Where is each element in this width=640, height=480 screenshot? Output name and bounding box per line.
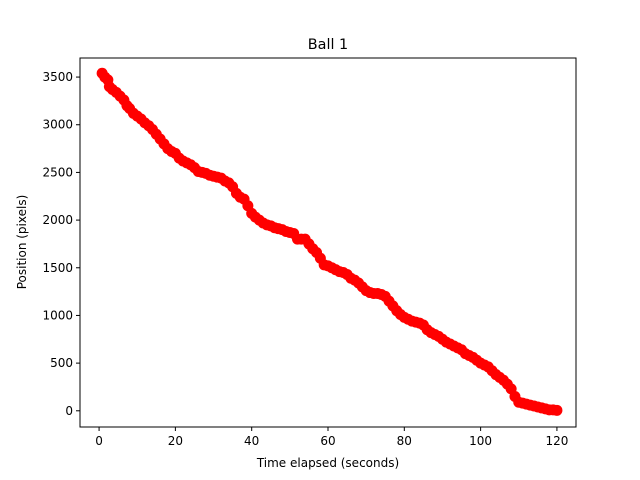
y-tick-label: 1000 — [42, 308, 73, 322]
x-tick-label: 0 — [95, 434, 103, 448]
data-markers — [96, 67, 563, 416]
y-tick-label: 3500 — [42, 70, 73, 84]
y-tick-label: 3000 — [42, 118, 73, 132]
chart-title: Ball 1 — [308, 37, 348, 53]
x-tick-label: 60 — [320, 434, 335, 448]
x-tick-label: 20 — [168, 434, 183, 448]
y-axis-label: Position (pixels) — [15, 195, 29, 290]
data-point — [551, 404, 563, 416]
x-axis-label: Time elapsed (seconds) — [256, 456, 399, 470]
y-tick-label: 500 — [50, 356, 73, 370]
x-tick-label: 40 — [244, 434, 259, 448]
y-axis-ticks: 0 500 1000 1500 2000 2500 3000 3500 — [42, 70, 80, 418]
y-tick-label: 0 — [65, 404, 73, 418]
y-tick-label: 1500 — [42, 261, 73, 275]
x-tick-label: 120 — [545, 434, 568, 448]
x-tick-label: 100 — [469, 434, 492, 448]
y-tick-label: 2000 — [42, 213, 73, 227]
y-tick-label: 2500 — [42, 165, 73, 179]
x-tick-label: 80 — [397, 434, 412, 448]
x-axis-ticks: 0 20 40 60 80 100 120 — [95, 427, 568, 448]
